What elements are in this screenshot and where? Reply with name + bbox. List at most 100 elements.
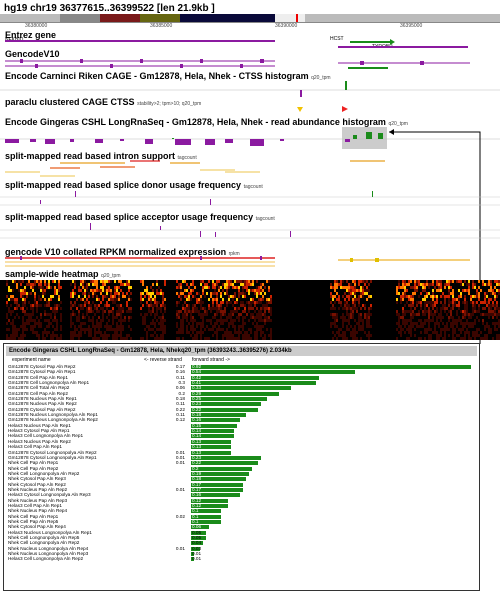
heatmap-cell [176,325,178,328]
heatmap-cell [32,313,34,316]
table-row[interactable]: Nhek Cytosol Pap Aln Rep4 0.06 [8,524,478,530]
gingeras-histogram[interactable] [0,127,500,149]
heatmap-cell [106,337,108,340]
paraclu-clusters[interactable] [0,104,500,114]
table-row[interactable]: Nhek Cell Pap Aln Rep1 0.01 0.22 [8,460,478,466]
table-row[interactable]: Gm12878 Cytosol Pap Aln Rep1 0.16 0.54 [8,369,478,375]
table-row[interactable]: Gm12878 Cell Total Aln Rep2 0.06 0.33 [8,385,478,391]
heatmap-cell [60,334,62,337]
table-row[interactable]: Gm12878 Cell Pap Aln Rep2 0.2 0.29 [8,391,478,396]
heatmap-cell [226,328,228,331]
acceptor-usage-track[interactable] [0,222,500,242]
heatmap-cell [404,319,406,322]
heatmap-cell [270,328,272,331]
table-row[interactable]: Nhek Nucleus Pap Aln Rep4 0.1 [8,508,478,514]
table-row[interactable]: Gm12878 Cytosol Pap Aln Rep2 0.17 0.92 [8,364,478,369]
track-title-entrez[interactable]: Entrez gene [5,30,57,40]
gene-label-hcst[interactable]: HCST [330,36,344,42]
heatmap-cell [80,328,82,331]
table-row[interactable]: Helas3 Cell Longnonpolya Aln Rep2 0.01 [8,556,478,562]
table-row[interactable]: Nhek Cytosol Pap Aln Rep2 0.17 [8,482,478,487]
track-title-donor[interactable]: split-mapped read based splice donor usa… [5,180,263,190]
table-row[interactable]: Helas3 Nucleus Pap Aln Rep2 0.13 [8,439,478,444]
heatmap-cell [358,319,360,322]
donor-usage-track[interactable] [0,190,500,208]
heatmap-cell [446,325,448,328]
heatmap-cell [80,334,82,337]
table-row[interactable]: Helas3 Cytosol Longnonpolya Aln Rep3 0.16 [8,492,478,498]
heatmap-cell [440,286,442,289]
gencode-transcripts[interactable] [0,59,500,71]
table-row[interactable]: Gm12878 Nucleus Pap Aln Rep1 0.18 0.25 [8,396,478,402]
table-row[interactable]: Helas3 Nucleus Pap Aln Rep1 0.15 [8,423,478,428]
table-row[interactable]: Gm12878 Cell Longnonpolya Aln Rep1 0.3 0.4… [8,380,478,386]
table-row[interactable]: Gm12878 Cell Pap Aln Rep1 0.11 0.42 [8,375,478,380]
heatmap-cell [464,322,466,325]
track-title-paraclu[interactable]: paraclu clustered CAGE CTSS stability>2;… [5,97,201,107]
heatmap-cell [226,316,228,319]
track-title-gencode[interactable]: GencodeV10 [5,49,60,59]
heatmap-cell [422,283,424,286]
table-row[interactable]: Helas3 Cell Pap Aln Rep1 0.13 [8,444,478,450]
heatmap-cell [412,286,414,289]
sample-heatmap[interactable] [0,280,500,340]
table-row[interactable]: Nhek Nucleus Pap Aln Rep2 0.01 0.17 [8,487,478,492]
track-title-cage[interactable]: Encode Carninci Riken CAGE - Gm12878, He… [5,71,331,81]
heatmap-cell [344,292,346,295]
heatmap-cell [260,292,262,295]
table-row[interactable]: Gm12878 Cytosol Longnonpolya Aln Rep2 0.0… [8,450,478,455]
heatmap-cell [406,283,408,286]
table-row[interactable]: Helas3 Nucleus Longnonpolya Aln Rep1 0.05 [8,530,478,535]
track-title-heatmap[interactable]: sample-wide heatmap q20_tpm [5,269,121,279]
heatmap-cell [414,286,416,289]
heatmap-cell [118,307,120,310]
experiment-name: Gm12878 Nucleus Pap Aln Rep2 [8,401,77,407]
heatmap-cell [240,280,242,283]
heatmap-cell [264,316,266,319]
track-title-acceptor[interactable]: split-mapped read based splice acceptor … [5,212,275,222]
table-row[interactable]: Helas3 Cell Pap Aln Rep1 0.12 [8,503,478,508]
table-row[interactable]: Gm12878 Nucleus Longnonpolya Aln Rep1 0.1… [8,412,478,418]
table-row[interactable]: Nhek Cell Pap Aln Rep1 0.02 0.1 [8,514,478,519]
heatmap-cell [408,283,410,286]
heatmap-cell [448,286,450,289]
heatmap-cell [344,337,346,340]
table-row[interactable]: Gm12878 Cytosol Pap Aln Rep2 0.22 0.22 [8,407,478,412]
track-title-intron[interactable]: split-mapped read based intron support t… [5,151,197,161]
table-row[interactable]: Gm12878 Nucleus Longnonpolya Aln Rep2 0.1… [8,417,478,423]
heatmap-cell [80,307,82,310]
table-row[interactable]: Nhek Cell Longnonpolya Aln Rep2 0.04 [8,540,478,546]
table-row[interactable]: Nhek Cell Pap Aln Rep2 0.2 [8,466,478,471]
table-row[interactable]: Nhek Nucleus Pap Aln Rep3 0.12 [8,498,478,503]
heatmap-cell [34,280,36,283]
heatmap-cell [130,286,132,289]
table-row[interactable]: Gm12878 Cytosol Longnonpolya Aln Rep1 0.0… [8,455,478,460]
table-row[interactable]: Nhek Cell Longnonpolya Aln Rep2 0.19 [8,471,478,476]
intron-support-track[interactable] [0,160,500,180]
table-row[interactable]: Nhek Cytosol Pap Aln Rep3 0.18 [8,476,478,482]
heatmap-cell [354,292,356,295]
table-row[interactable]: Helas3 Cell Longnonpolya Aln Rep1 0.14 [8,433,478,439]
heatmap-cell [120,322,122,325]
heatmap-cell [402,295,404,298]
track-title-gingeras[interactable]: Encode Gingeras CSHL LongRnaSeq - Gm1287… [5,117,408,127]
heatmap-cell [240,325,242,328]
table-row[interactable]: Nhek Cell Longnonpolya Aln Rep5 0.05 [8,535,478,540]
heatmap-cell [334,334,336,337]
entrez-gene-models[interactable] [0,38,500,58]
heatmap-cell [418,283,420,286]
heatmap-cell [240,313,242,316]
heatmap-cell [160,292,162,295]
table-row[interactable]: Nhek Nucleus Longnonpolya Aln Rep3 0.01 [8,551,478,557]
table-row[interactable]: Nhek Nucleus Longnonpolya Aln Rep4 0.01 0.… [8,546,478,551]
table-row[interactable]: Helas3 Cytosol Pap Aln Rep1 0.14 [8,428,478,434]
track-title-rpkm[interactable]: gencode V10 collated RPKM normalized exp… [5,247,240,257]
table-row[interactable]: Gm12878 Nucleus Pap Aln Rep2 0.11 0.23 [8,401,478,407]
heatmap-cell [468,283,470,286]
cage-histogram[interactable] [0,80,500,98]
table-row[interactable]: Nhek Cell Pap Aln Rep5 0.1 [8,519,478,524]
heatmap-cell [106,301,108,304]
rpkm-expression-track[interactable] [0,256,500,274]
chromosome-ideogram[interactable] [0,14,500,22]
expression-popup[interactable]: Encode Gingeras CSHL LongRnaSeq - Gm1287… [3,343,480,591]
